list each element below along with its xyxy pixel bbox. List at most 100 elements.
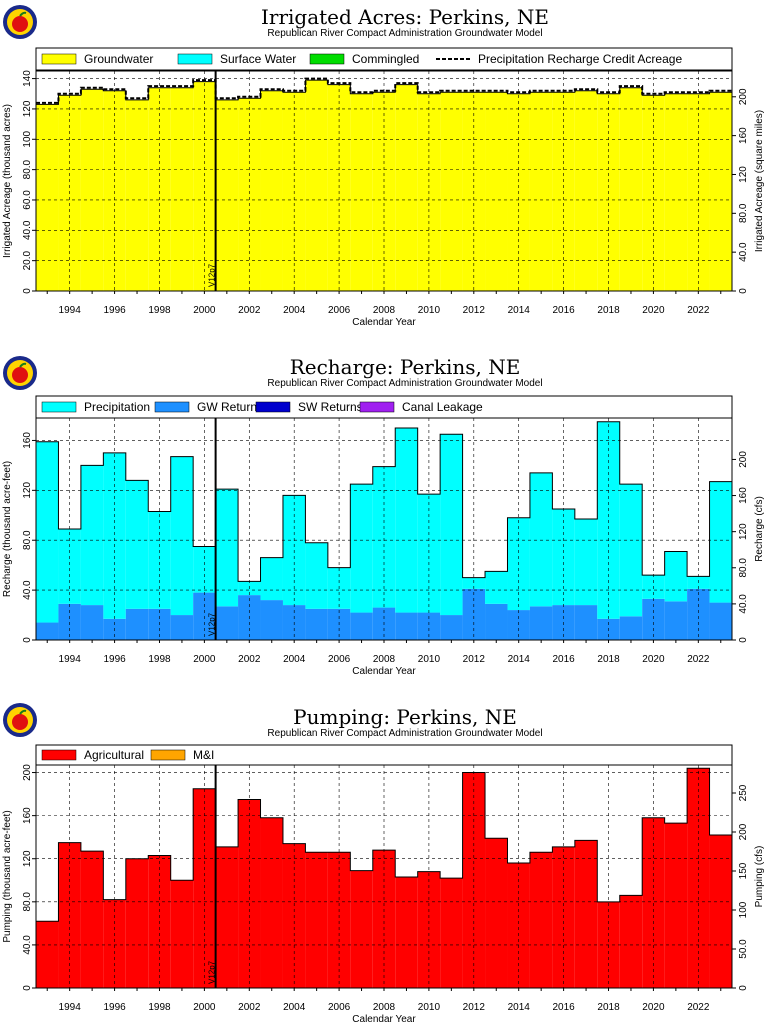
legend-label: Precipitation [84, 400, 150, 414]
y-tick-label: 200 [22, 764, 33, 781]
x-tick-label: 2022 [687, 1002, 710, 1013]
gridlines [36, 765, 732, 989]
logo-leaf [19, 362, 27, 368]
y-tick-label: 0 [22, 637, 33, 643]
legend-label: Commingled [352, 52, 419, 66]
bar-precipitation [440, 434, 463, 616]
y-right-tick-label: 50.0 [738, 939, 749, 959]
bar-agricultural [574, 840, 598, 988]
bar-agricultural [395, 877, 418, 988]
legend-label: Agricultural [84, 748, 144, 762]
x-tick-label: 2008 [373, 1002, 396, 1013]
chart-title: Pumping: Perkins, NE [293, 705, 517, 729]
x-tick-label: 2004 [283, 1002, 306, 1013]
chart-subtitle: Republican River Compact Administration … [267, 378, 542, 389]
bar-gw-returns [80, 605, 104, 640]
bar-agricultural [664, 823, 688, 988]
bar-groundwater [529, 92, 553, 291]
x-axis: 1994 1996 1998 2000 2002 2004 2006 2008 2010 2012… [46, 640, 722, 677]
legend-swatch [41, 53, 77, 65]
bar-groundwater [664, 93, 688, 291]
y-right-tick-label: 40.0 [738, 594, 749, 614]
x-tick-label: 2014 [508, 1002, 531, 1013]
bar-precipitation [372, 466, 396, 608]
bar-gw-returns [574, 605, 598, 640]
marker-label: V12p7 [208, 960, 217, 984]
y-right-tick-label: 80.0 [738, 558, 749, 578]
bar-precipitation [148, 511, 171, 609]
bar-gw-returns [440, 615, 463, 640]
x-tick-label: 2010 [418, 305, 441, 316]
legend-swatch [41, 749, 77, 761]
x-tick-label: 2004 [283, 305, 306, 316]
y-tick-label: 0 [22, 985, 33, 991]
bar-gw-returns [305, 608, 328, 640]
bar-agricultural [80, 851, 104, 988]
marker-label: V12p7 [208, 263, 217, 287]
bar-precipitation [664, 551, 688, 602]
y-tick-label: 40.0 [22, 935, 33, 955]
bar-gw-returns [36, 622, 59, 640]
bar-agricultural [260, 817, 283, 988]
x-axis-label: Calendar Year [352, 666, 416, 677]
bar-precipitation [58, 529, 81, 604]
x-tick-label: 2022 [687, 305, 710, 316]
bar-gw-returns [125, 608, 149, 640]
bar-gw-returns [462, 588, 486, 640]
x-tick-label: 2010 [418, 1002, 441, 1013]
x-tick-label: 2008 [373, 305, 396, 316]
gridlines [36, 418, 732, 641]
bar-agricultural [619, 895, 643, 988]
bar-gw-returns [664, 601, 688, 640]
y-tick-label: 120 [22, 482, 33, 499]
x-axis: 1994 1996 1998 2000 2002 2004 2006 2008 2010 2012… [46, 988, 722, 1024]
bar-groundwater [238, 98, 261, 291]
legend: Groundwater Surface Water Commingled Precip… [35, 47, 733, 71]
legend-swatch [309, 53, 345, 65]
y-tick-label: 80.0 [22, 159, 33, 179]
x-tick-label: 2020 [642, 654, 665, 665]
bar-gw-returns [485, 603, 508, 640]
logo-apple [12, 714, 28, 730]
x-tick-label: 2012 [463, 654, 486, 665]
y-right-tick-label: 200 [738, 451, 749, 468]
bar-groundwater [485, 92, 508, 291]
bar-agricultural [485, 838, 508, 988]
bar-precipitation [529, 472, 553, 607]
x-tick-label: 2000 [193, 305, 216, 316]
y-right-tick-label: 80.0 [738, 203, 749, 223]
y-right-tick-label: 200 [738, 823, 749, 840]
bar-gw-returns [170, 615, 194, 640]
bar-precipitation [125, 480, 149, 609]
legend: Precipitation GW Returns SW Returns Canal L… [35, 395, 733, 419]
x-tick-label: 1996 [103, 1002, 126, 1013]
bar-groundwater [350, 93, 373, 291]
bar-precipitation [170, 456, 194, 616]
bar-agricultural [709, 835, 732, 988]
y-right-tick-label: 250 [738, 784, 749, 801]
bar-agricultural [507, 863, 530, 988]
y-right-tick-label: 200 [738, 88, 749, 105]
bar-agricultural [327, 852, 351, 988]
x-tick-label: 2004 [283, 654, 306, 665]
legend-label: SW Returns [298, 400, 363, 414]
x-tick-label: 2022 [687, 654, 710, 665]
x-tick-label: 1994 [59, 1002, 82, 1013]
y-right-tick-label: 0 [738, 637, 749, 643]
bar-agricultural [440, 878, 463, 988]
x-tick-label: 1996 [103, 654, 126, 665]
y-tick-label: 80.0 [22, 892, 33, 912]
x-tick-label: 2018 [597, 305, 620, 316]
bar-gw-returns [58, 603, 81, 640]
legend-label: M&I [193, 748, 214, 762]
bar-agricultural [305, 852, 328, 988]
bar-groundwater [440, 92, 463, 291]
legend-swatch [150, 749, 186, 761]
y-right-axis-label: Irrigated Acreage (square miles) [754, 110, 765, 252]
x-tick-label: 2010 [418, 654, 441, 665]
bar-agricultural [170, 880, 194, 988]
